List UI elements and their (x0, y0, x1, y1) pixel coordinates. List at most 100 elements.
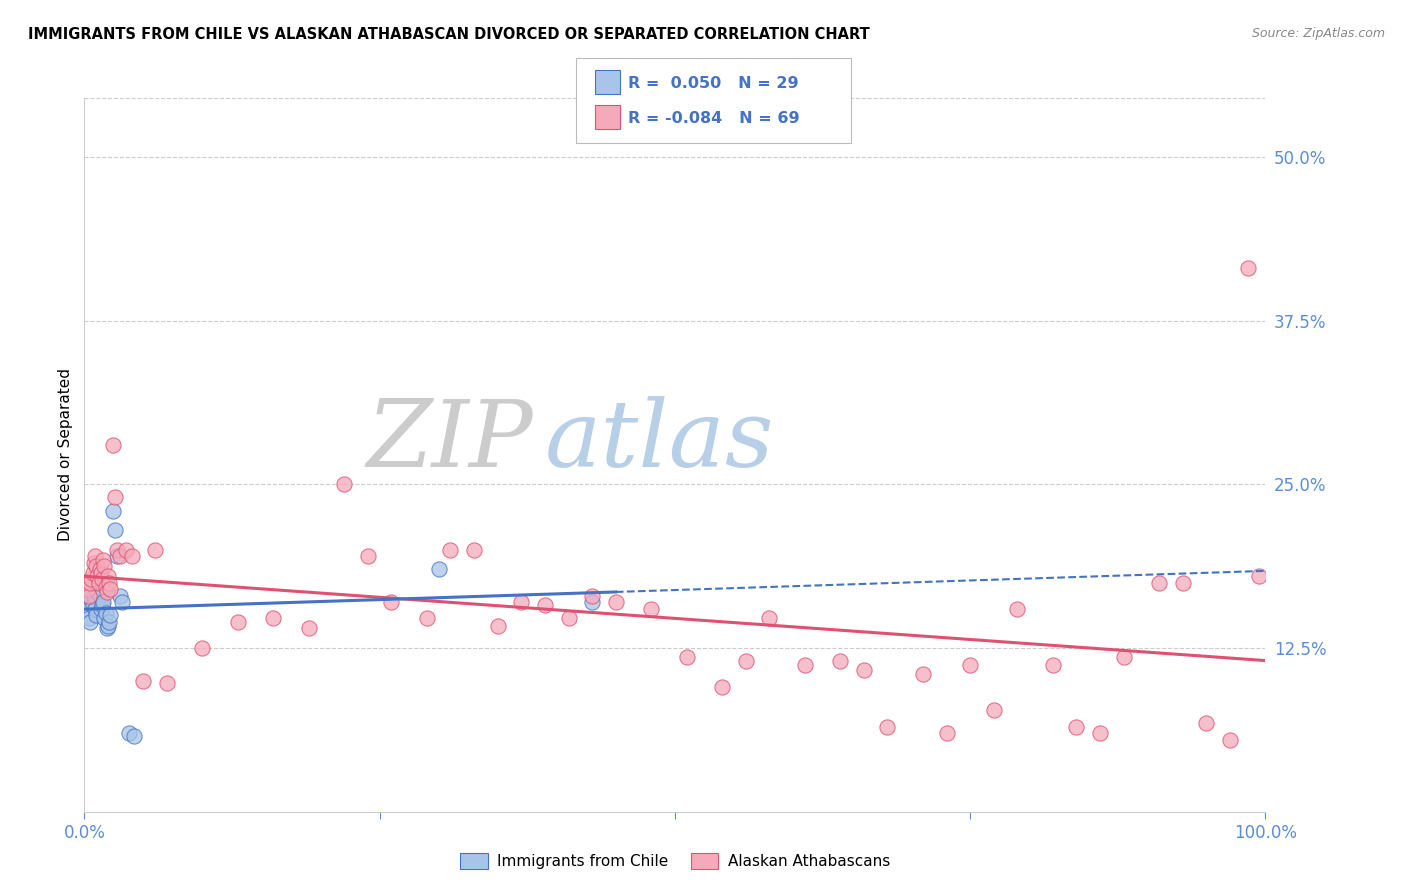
Point (557, 611, 579, 625)
Point (84, 601, 107, 615)
Point (77, 589, 100, 603)
Point (86, 584, 108, 599)
Point (510, 595, 533, 609)
Point (108, 549, 131, 564)
Point (96, 584, 118, 599)
Point (98, 575, 121, 590)
Point (108, 589, 131, 603)
Point (416, 611, 439, 625)
Point (79, 575, 101, 590)
Point (89, 562, 111, 576)
Point (534, 598, 557, 612)
Point (581, 589, 603, 603)
Point (111, 595, 134, 609)
Point (90, 566, 112, 581)
Text: R = -0.084   N = 69: R = -0.084 N = 69 (628, 111, 800, 126)
Point (114, 542, 136, 557)
Point (793, 658, 815, 673)
Point (121, 549, 143, 564)
Point (675, 650, 697, 665)
Point (132, 673, 155, 688)
Point (91, 595, 114, 609)
Point (91, 598, 114, 612)
Point (83, 556, 105, 570)
Point (97, 569, 120, 583)
Point (226, 615, 249, 629)
Point (104, 491, 127, 505)
Text: R =  0.050   N = 29: R = 0.050 N = 29 (628, 76, 799, 91)
Point (357, 549, 380, 564)
Point (852, 663, 875, 677)
Point (380, 595, 402, 609)
Point (107, 542, 129, 557)
Point (935, 726, 957, 740)
Point (439, 542, 461, 557)
Point (1249, 569, 1271, 583)
Text: IMMIGRANTS FROM CHILE VS ALASKAN ATHABASCAN DIVORCED OR SEPARATED CORRELATION CH: IMMIGRANTS FROM CHILE VS ALASKAN ATHABAS… (28, 27, 870, 42)
Point (97, 619, 120, 633)
Point (93, 611, 115, 625)
Point (87, 580, 110, 594)
Point (143, 542, 166, 557)
Point (118, 726, 141, 740)
Point (107, 549, 129, 564)
Point (262, 611, 284, 625)
Point (427, 562, 450, 576)
Text: atlas: atlas (546, 396, 775, 485)
Point (98, 615, 121, 629)
Legend: Immigrants from Chile, Alaskan Athabascans: Immigrants from Chile, Alaskan Athabasca… (454, 847, 896, 875)
Point (84, 608, 107, 623)
Point (96, 621, 118, 635)
Point (959, 658, 981, 673)
Point (711, 681, 734, 695)
Point (1112, 650, 1135, 665)
Point (1088, 726, 1111, 740)
Point (101, 503, 124, 517)
Y-axis label: Divorced or Separated: Divorced or Separated (58, 368, 73, 541)
Point (581, 595, 603, 609)
Point (1236, 261, 1258, 276)
Point (87, 575, 110, 590)
Point (91, 553, 114, 567)
Point (333, 477, 356, 491)
Text: Source: ZipAtlas.com: Source: ZipAtlas.com (1251, 27, 1385, 40)
Point (93, 558, 115, 573)
Point (86, 569, 108, 583)
Point (298, 621, 321, 635)
Point (94, 580, 117, 594)
Point (122, 729, 145, 743)
Point (911, 667, 934, 681)
Point (77, 601, 100, 615)
Point (1195, 715, 1218, 730)
Point (463, 542, 485, 557)
Point (77, 582, 100, 596)
Point (77, 611, 100, 625)
Point (98, 582, 121, 596)
Point (156, 676, 179, 690)
Point (1147, 575, 1170, 590)
Point (101, 438, 124, 452)
Point (486, 619, 509, 633)
Point (983, 703, 1005, 717)
Point (1007, 601, 1029, 615)
Point (80, 572, 103, 586)
Point (98, 608, 121, 623)
Point (104, 523, 127, 537)
Point (640, 601, 662, 615)
Point (1042, 658, 1064, 673)
Point (1066, 720, 1088, 734)
Point (1219, 732, 1241, 747)
Point (758, 611, 780, 625)
Point (89, 589, 111, 603)
Point (191, 641, 214, 656)
Point (876, 720, 898, 734)
Point (82, 566, 104, 581)
Point (79, 615, 101, 629)
Text: ZIP: ZIP (367, 396, 533, 485)
Point (1171, 575, 1194, 590)
Point (94, 606, 117, 620)
Point (80, 592, 103, 607)
Point (84, 558, 107, 573)
Point (830, 654, 852, 668)
Point (91, 572, 114, 586)
